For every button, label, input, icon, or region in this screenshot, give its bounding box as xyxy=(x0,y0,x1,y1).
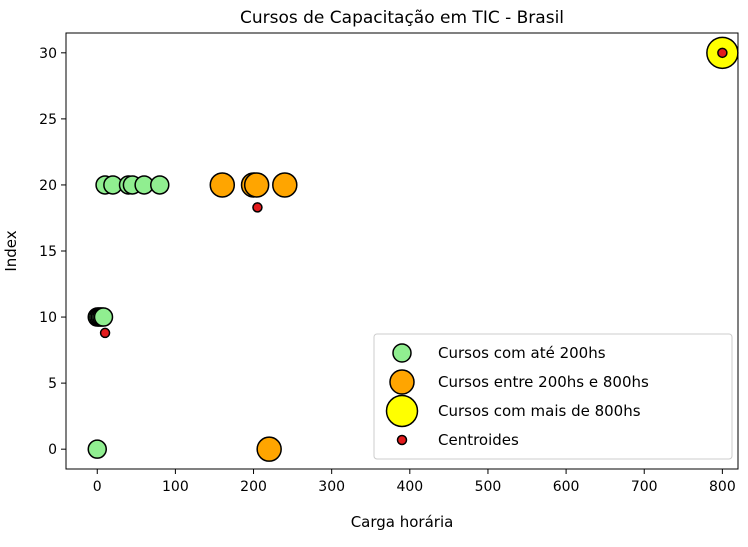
x-tick-label: 600 xyxy=(553,479,580,495)
x-tick-label: 100 xyxy=(162,479,189,495)
data-point xyxy=(252,202,263,213)
legend-marker xyxy=(385,394,419,428)
data-point xyxy=(256,436,282,462)
data-point xyxy=(93,307,114,327)
legend-marker xyxy=(396,434,408,446)
y-tick-label: 5 xyxy=(48,376,57,392)
x-axis-label: Carga horária xyxy=(351,513,454,531)
x-tick-label: 200 xyxy=(240,479,267,495)
legend-label: Cursos com mais de 800hs xyxy=(438,402,641,420)
data-point xyxy=(272,172,298,198)
x-tick-label: 0 xyxy=(93,479,102,495)
x-tick-label: 300 xyxy=(318,479,345,495)
y-tick-label: 20 xyxy=(39,178,57,194)
legend-marker xyxy=(389,369,415,395)
data-point xyxy=(150,175,170,195)
x-tick-label: 400 xyxy=(396,479,423,495)
legend-marker xyxy=(392,343,412,363)
y-axis: 0 5 10 15 20 25 30 xyxy=(39,46,66,458)
data-point xyxy=(243,172,270,198)
y-axis-label: Index xyxy=(2,230,20,271)
x-axis: 0 100 200 300 400 500 600 700 800 xyxy=(93,469,736,495)
x-tick-label: 800 xyxy=(709,479,736,495)
x-tick-label: 700 xyxy=(631,479,658,495)
chart-title: Cursos de Capacitação em TIC - Brasil xyxy=(240,8,564,28)
legend: Cursos com até 200hs Cursos entre 200hs e… xyxy=(373,333,733,460)
y-tick-label: 25 xyxy=(39,112,57,128)
data-point xyxy=(209,172,236,198)
legend-label: Cursos com até 200hs xyxy=(438,344,606,362)
y-tick-label: 0 xyxy=(48,442,57,458)
y-tick-label: 15 xyxy=(39,244,57,260)
data-point xyxy=(717,47,728,59)
legend-label: Centroides xyxy=(438,431,519,449)
legend-box xyxy=(373,333,733,460)
y-tick-label: 10 xyxy=(39,310,57,326)
data-point xyxy=(99,327,111,339)
legend-label: Cursos entre 200hs e 800hs xyxy=(438,373,649,391)
data-points xyxy=(87,36,739,462)
y-tick-label: 30 xyxy=(39,46,57,62)
x-tick-label: 500 xyxy=(475,479,502,495)
data-point xyxy=(87,439,108,459)
